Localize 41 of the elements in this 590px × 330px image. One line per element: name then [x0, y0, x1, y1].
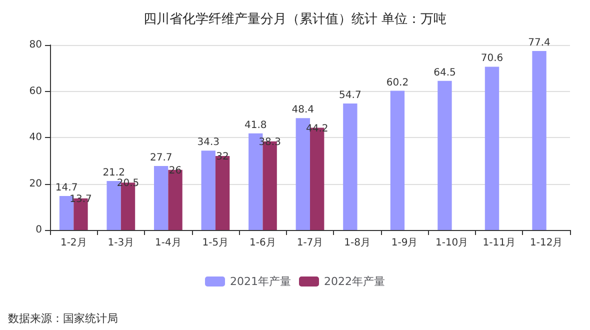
x-tick-label: 1-11月	[482, 238, 516, 248]
y-tick-label: 0	[36, 224, 42, 236]
data-label: 34.3	[197, 137, 220, 148]
chart-title: 四川省化学纤维产量分月（累计值）统计 单位：万吨	[143, 12, 447, 27]
legend-label: 2021年产量	[230, 275, 292, 288]
x-tick-label: 1-3月	[108, 238, 134, 248]
bar	[484, 66, 500, 230]
data-label: 27.7	[150, 152, 172, 164]
x-tick-label: 1-9月	[391, 238, 418, 248]
data-label: 41.8	[244, 120, 267, 131]
data-label: 70.6	[480, 53, 504, 64]
data-label: 13.7	[70, 194, 92, 205]
y-tick-label: 20	[29, 178, 42, 190]
data-label: 14.7	[55, 182, 78, 194]
legend-label: 2022年产量	[324, 275, 385, 288]
y-tick-label: 80	[29, 40, 42, 50]
y-tick-label: 40	[29, 132, 42, 143]
x-tick-label: 1-2月	[60, 238, 87, 248]
x-tick-label: 1-8月	[344, 238, 370, 248]
data-label: 21.2	[102, 167, 125, 178]
x-tick-label: 1-12月	[530, 238, 563, 248]
source-note: 数据来源：国家统计局	[8, 312, 118, 325]
x-tick-label: 1-5月	[202, 238, 229, 248]
bar	[201, 150, 216, 230]
data-label: 60.2	[386, 77, 409, 88]
bar	[438, 80, 452, 230]
y-tick-label: 60	[29, 86, 42, 97]
data-label: 48.4	[292, 104, 314, 116]
x-tick-label: 1-7月	[296, 238, 324, 248]
data-label: 38.3	[258, 136, 281, 148]
bar	[390, 90, 405, 230]
x-tick-label: 1-4月	[155, 238, 182, 248]
data-label: 44.2	[306, 123, 328, 134]
data-label: 64.5	[434, 67, 456, 78]
bar	[532, 51, 546, 230]
bar	[343, 104, 358, 230]
x-tick-label: 1-6月	[250, 238, 276, 248]
data-label: 77.4	[528, 38, 550, 49]
x-tick-label: 1-10月	[435, 238, 468, 248]
data-label: 54.7	[339, 90, 362, 102]
bar	[154, 166, 168, 230]
